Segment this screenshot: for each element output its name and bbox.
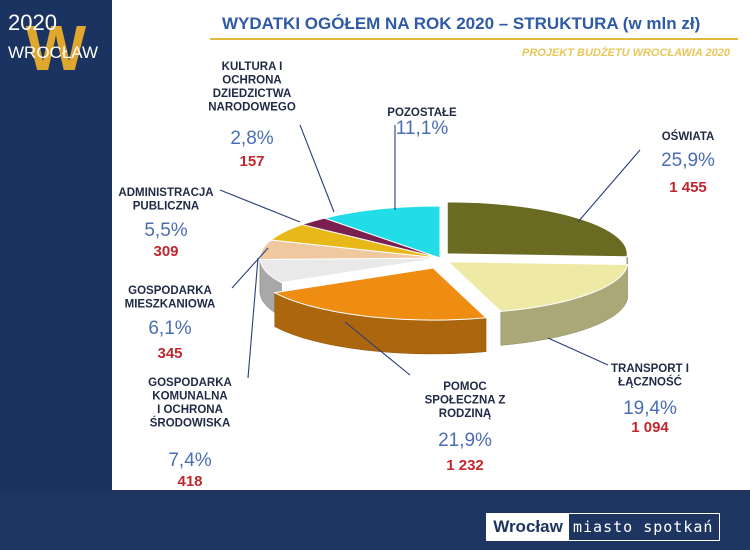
slice-percent-4: 6,1% [148,318,191,339]
slice-value-1: 1 094 [631,419,669,436]
footer-motto: miasto spotkań [573,518,714,536]
slice-percent-7: 11,1% [396,118,449,139]
slice-label-0: OŚWIATA [662,130,715,143]
slice-value-0: 1 455 [669,179,707,196]
slice-percent-1: 19,4% [623,398,677,419]
wroclaw-2020-logo: W 2020 WROCŁAW [8,10,98,74]
pie-tops [259,201,629,321]
slice-label-1: TRANSPORT I ŁĄCZNOŚĆ [611,363,689,389]
slice-percent-6: 2,8% [230,128,273,149]
slice-labels: OŚWIATA 25,9% 1 455 TRANSPORT I ŁĄCZNOŚĆ 19,4… [118,61,715,490]
leader-line-3 [247,257,259,379]
slice-value-3: 418 [177,473,202,490]
page-subtitle: PROJEKT BUDŻETU WROCŁAWIA 2020 [521,47,730,59]
slice-label-3: GOSPODARKA KOMUNALNA I OCHRONA ŚRODOWISKA [148,377,232,430]
slice-value-6: 157 [239,153,264,170]
slice-label-4: GOSPODARKA MIESZKANIOWA [125,285,216,311]
slice-value-4: 345 [157,345,182,362]
pie-sides [259,253,628,355]
slice-value-5: 309 [153,243,178,260]
leader-line-4 [231,247,269,289]
logo-letter: W [26,12,87,74]
slice-label-5: ADMINISTRACJA PUBLICZNA [118,187,213,213]
leader-lines [219,124,641,379]
slice-percent-3: 7,4% [168,450,211,471]
slice-label-6: KULTURA I OCHRONA DZIEDZICTWA NARODOWEGO [208,61,296,114]
leader-line-0 [577,149,641,223]
slice-label-2: POMOC SPOŁECZNA Z RODZINĄ [425,381,506,420]
pie-slice-1 [446,261,629,312]
footer-city: Wrocław [487,514,569,540]
leader-line-1 [547,337,609,366]
leader-line-5 [219,189,301,223]
left-band [0,0,112,490]
logo-year: 2020 [8,10,57,35]
slice-percent-0: 25,9% [661,150,715,171]
page-title: WYDATKI OGÓŁEM NA ROK 2020 – STRUKTURA (… [222,14,701,33]
logo-city: WROCŁAW [8,43,98,62]
slice-label-7: POZOSTAŁE [387,107,457,119]
pie-slice-0 [446,201,628,258]
leader-line-6 [299,124,335,213]
pie-slice-7 [322,205,441,259]
footer-brand: Wrocław miasto spotkań [486,513,720,541]
slice-percent-5: 5,5% [144,220,187,241]
title-underline [210,38,738,40]
slice-percent-2: 21,9% [438,430,492,451]
slice-value-2: 1 232 [446,457,484,474]
pie-slice-2 [273,267,488,321]
leader-line-2 [344,321,411,376]
